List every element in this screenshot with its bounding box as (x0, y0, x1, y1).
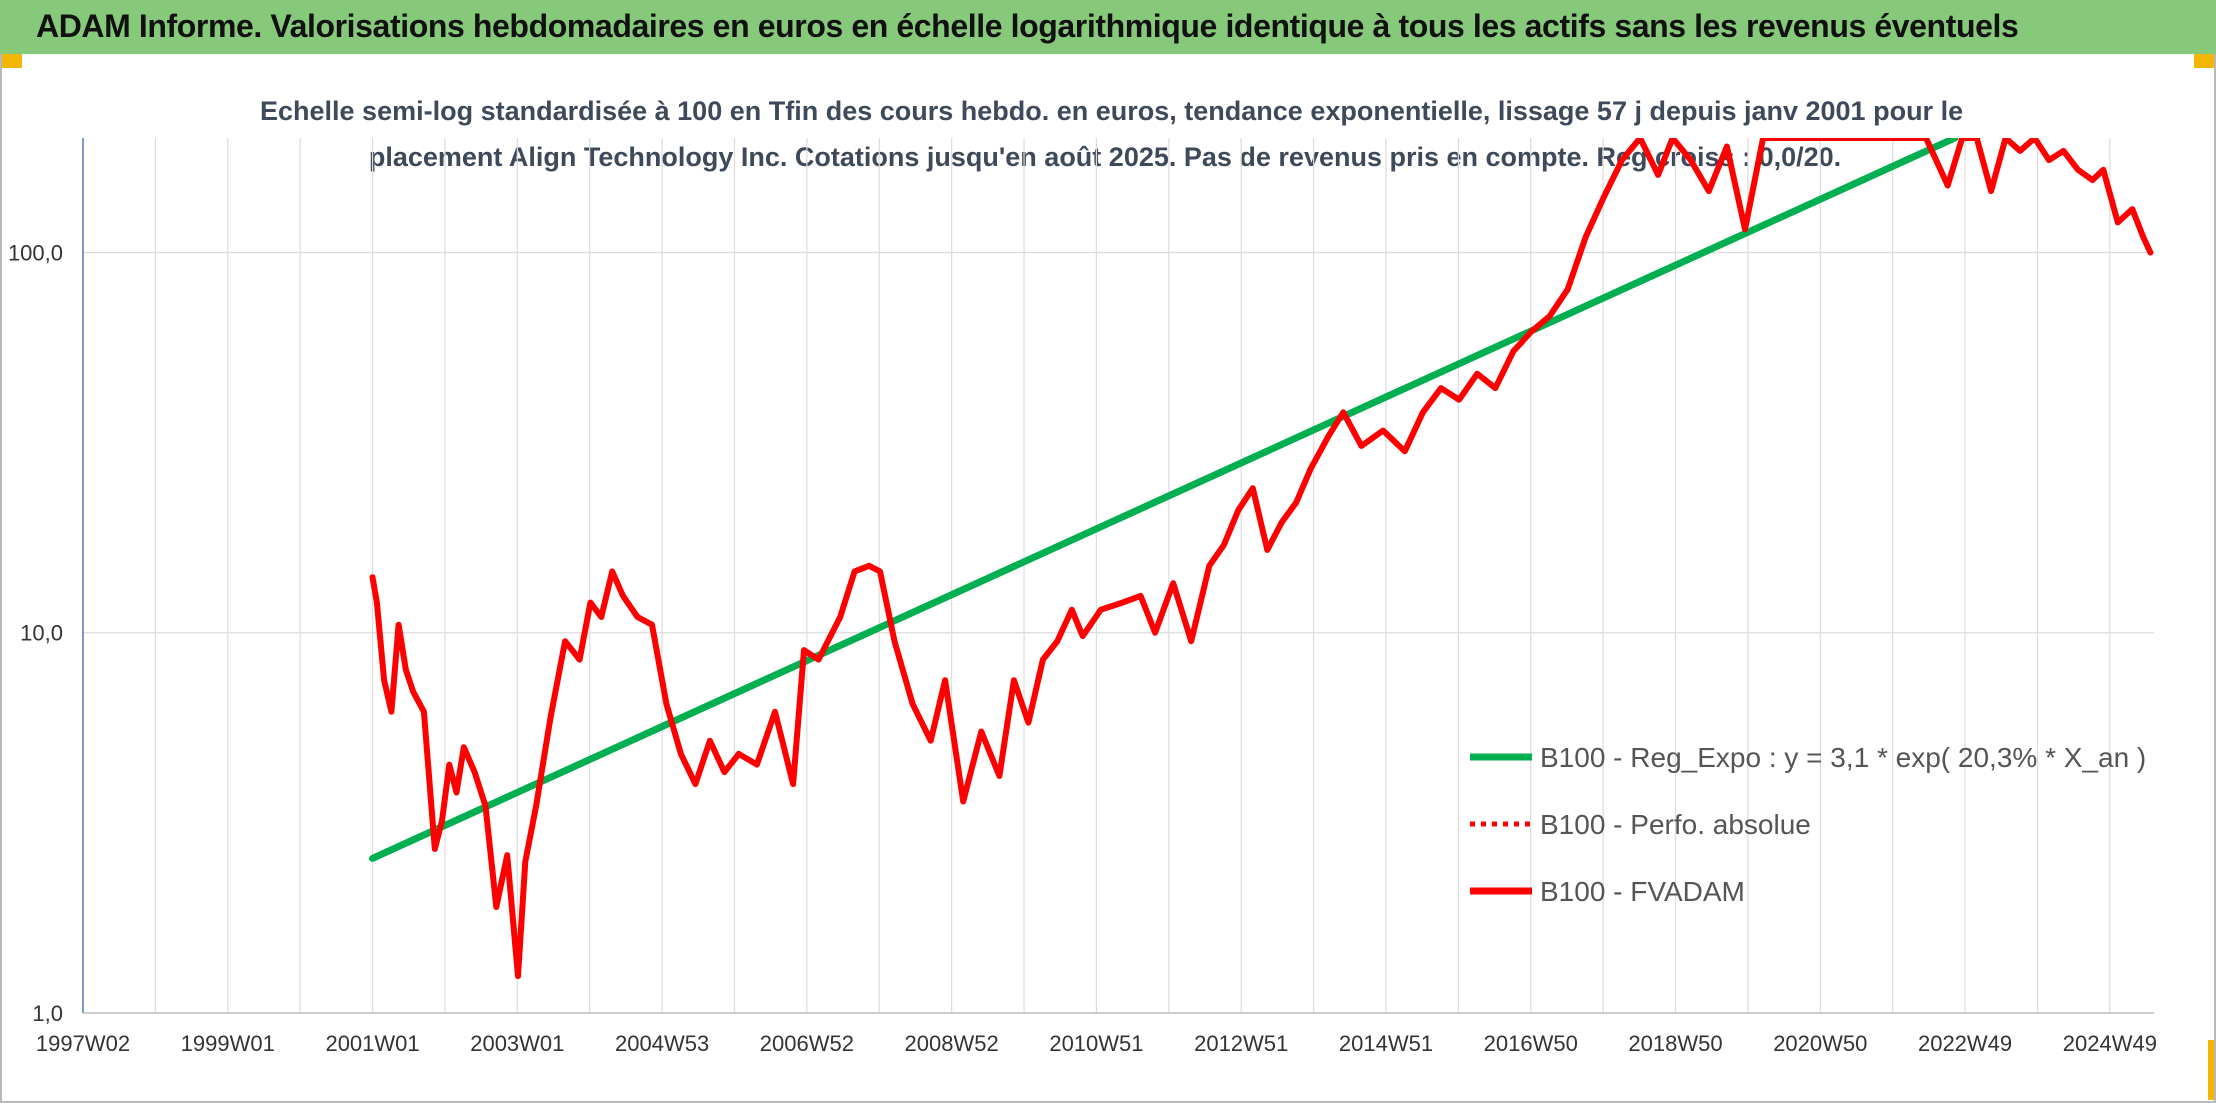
x-tick-label: 1997W02 (36, 1031, 130, 1056)
y-tick-label: 100,0 (8, 240, 63, 265)
y-tick-label: 1,0 (32, 1001, 63, 1026)
x-tick-label: 2020W50 (1773, 1031, 1867, 1056)
x-tick-label: 2024W49 (2063, 1031, 2157, 1056)
legend: B100 - Reg_Expo : y = 3,1 * exp( 20,3% *… (1470, 742, 2146, 907)
x-tick-label: 1999W01 (181, 1031, 275, 1056)
x-tick-label: 2003W01 (470, 1031, 564, 1056)
y-axis-ticks: 1,0 10,0 100,0 (8, 240, 63, 1026)
y-tick-label: 10,0 (20, 621, 63, 646)
corner-mark-left (0, 54, 22, 68)
chart-subtitle-line-1: Echelle semi-log standardisée à 100 en T… (260, 96, 1964, 126)
series-line-1 (369, 138, 1959, 862)
series-line-3 (369, 138, 2154, 980)
axes (82, 138, 2154, 1014)
legend-label-2: B100 - Perfo. absolue (1540, 809, 1811, 840)
x-tick-label: 2006W52 (760, 1031, 854, 1056)
x-axis-ticks: 1997W02 1999W01 2001W01 2003W01 2004W53 2006W… (36, 1031, 2157, 1056)
report-header: ADAM Informe. Valorisations hebdomadaire… (0, 0, 2216, 54)
x-tick-label: 2014W51 (1339, 1031, 1433, 1056)
chart-frame (0, 54, 2216, 1103)
chart-subtitle-line-2: placement Align Technology Inc. Cotation… (368, 142, 1842, 172)
corner-mark-right (2194, 54, 2216, 68)
plot-area (369, 138, 2154, 980)
side-mark-right (2208, 1040, 2214, 1100)
x-tick-label: 2022W49 (1918, 1031, 2012, 1056)
x-tick-label: 2012W51 (1194, 1031, 1288, 1056)
x-tick-label: 2004W53 (615, 1031, 709, 1056)
x-tick-label: 2010W51 (1049, 1031, 1143, 1056)
x-tick-label: 2016W50 (1484, 1031, 1578, 1056)
x-tick-label: 2001W01 (325, 1031, 419, 1056)
gridlines (83, 138, 2154, 1014)
report-title: ADAM Informe. Valorisations hebdomadaire… (36, 8, 2019, 44)
x-tick-label: 2008W52 (905, 1031, 999, 1056)
legend-label-3: B100 - FVADAM (1540, 876, 1745, 907)
legend-label-1: B100 - Reg_Expo : y = 3,1 * exp( 20,3% *… (1540, 742, 2146, 773)
x-tick-label: 2018W50 (1628, 1031, 1722, 1056)
